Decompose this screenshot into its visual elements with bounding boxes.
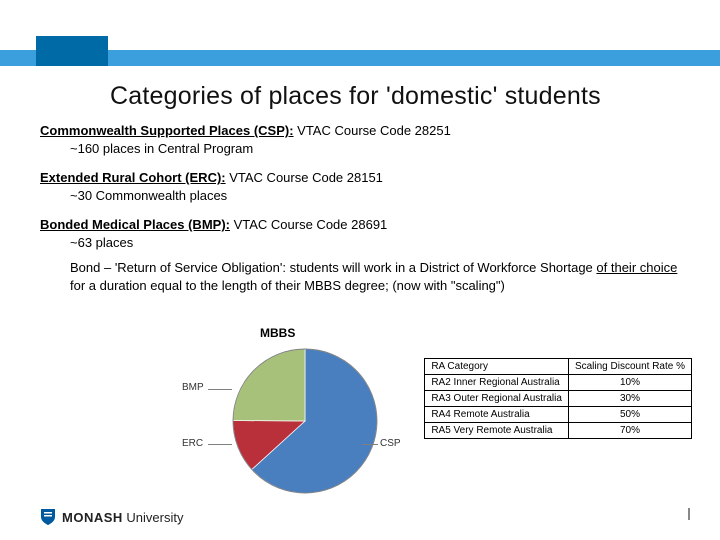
logo-name: MONASH [62,510,123,525]
section-erc: Extended Rural Cohort (ERC): VTAC Course… [40,169,680,204]
table-cell: RA4 Remote Australia [425,407,569,423]
page-marker [688,508,690,520]
pie-label-erc: ERC [180,438,205,449]
table-row: RA4 Remote Australia50% [425,407,692,423]
pie-chart: MBBS BMP ERC CSP [120,340,400,510]
leader-erc [208,444,232,445]
shield-icon [40,508,56,526]
csp-code: VTAC Course Code 28251 [294,123,451,138]
pie-svg [230,346,380,496]
bond-prefix: Bond – 'Return of Service Obligation': s… [70,260,596,275]
erc-heading: Extended Rural Cohort (ERC): [40,170,226,185]
table-cell: 10% [568,375,691,391]
csp-heading: Commonwealth Supported Places (CSP): [40,123,294,138]
table-cell: 70% [568,423,691,439]
table-cell: RA3 Outer Regional Australia [425,391,569,407]
monash-logo: MONASH University [40,508,183,526]
table-row: RA2 Inner Regional Australia10% [425,375,692,391]
header-bar [0,50,720,66]
table-row: RA3 Outer Regional Australia30% [425,391,692,407]
bmp-sub: ~63 places [40,234,680,252]
pie-label-bmp: BMP [180,382,206,393]
table-row: RA5 Very Remote Australia70% [425,423,692,439]
table-cell: 50% [568,407,691,423]
bmp-code: VTAC Course Code 28691 [230,217,387,232]
bond-note: Bond – 'Return of Service Obligation': s… [40,259,680,294]
section-csp: Commonwealth Supported Places (CSP): VTA… [40,122,680,157]
header-tab [36,36,108,66]
table-cell: RA5 Very Remote Australia [425,423,569,439]
leader-bmp [208,389,232,390]
csp-sub: ~160 places in Central Program [40,140,680,158]
bond-suffix: for a duration equal to the length of th… [70,278,505,293]
table-header: RA Category [425,359,569,375]
content: Commonwealth Supported Places (CSP): VTA… [40,122,680,306]
scaling-table: RA CategoryScaling Discount Rate % RA2 I… [424,358,692,439]
section-bmp: Bonded Medical Places (BMP): VTAC Course… [40,216,680,294]
table-cell: RA2 Inner Regional Australia [425,375,569,391]
pie-label-csp: CSP [378,438,403,449]
erc-sub: ~30 Commonwealth places [40,187,680,205]
table-header: Scaling Discount Rate % [568,359,691,375]
pie-title: MBBS [260,326,295,340]
bond-underline: of their choice [596,260,677,275]
table-cell: 30% [568,391,691,407]
page-title: Categories of places for 'domestic' stud… [110,82,601,111]
erc-code: VTAC Course Code 28151 [226,170,383,185]
logo-suffix: University [126,510,183,525]
bmp-heading: Bonded Medical Places (BMP): [40,217,230,232]
